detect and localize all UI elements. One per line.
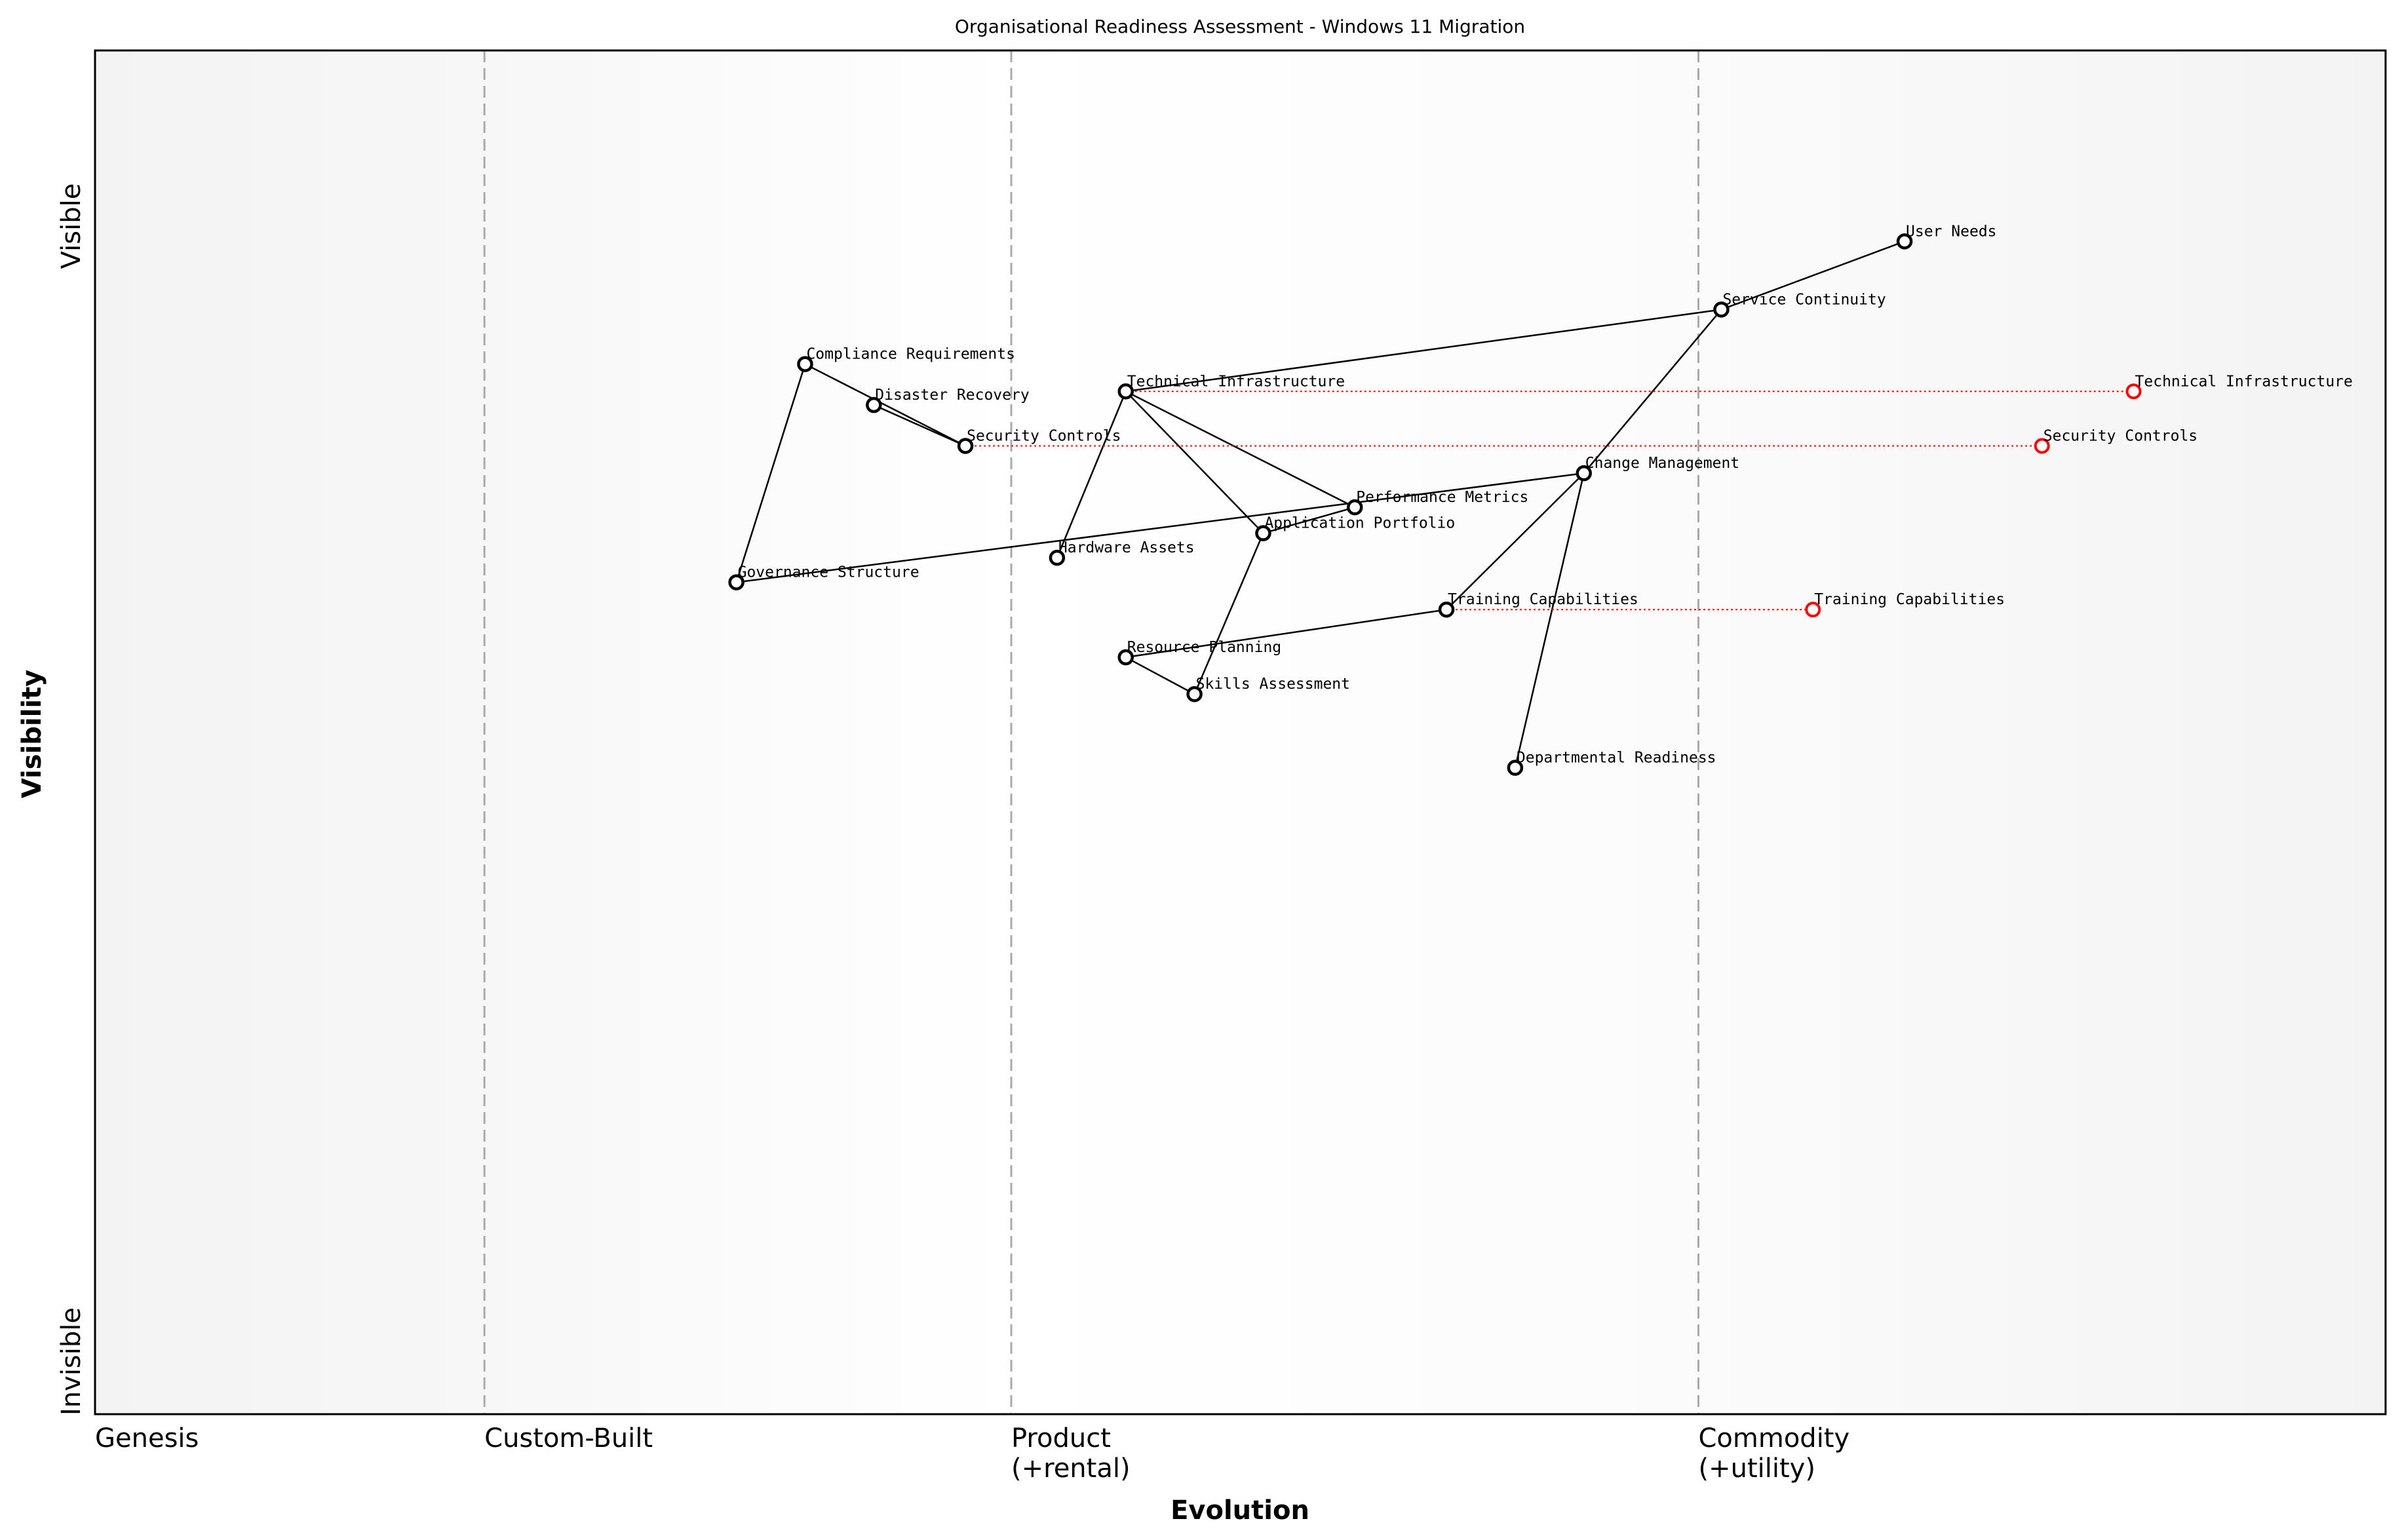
x-stage-label-custom-built: Custom-Built: [484, 1423, 653, 1453]
component-label: Compliance Requirements: [806, 346, 1015, 363]
component-node-marker: [1117, 649, 1134, 666]
link-technical-infrastructure-to-performance-metrics: [1125, 391, 1355, 509]
component-node-marker: [1117, 383, 1134, 400]
component-technical-infrastructure[interactable]: Technical Infrastructure: [1117, 373, 1345, 400]
evolved-component-technical-infrastructure[interactable]: Technical Infrastructure: [2125, 373, 2353, 400]
evolved-component-label: Training Capabilities: [1814, 591, 2005, 608]
link-compliance-requirements-to-security-controls: [804, 363, 966, 447]
component-performance-metrics[interactable]: Performance Metrics: [1347, 489, 1528, 516]
component-service-continuity[interactable]: Service Continuity: [1713, 291, 1886, 318]
component-hardware-assets[interactable]: Hardware Assets: [1049, 539, 1195, 566]
y-top-label: Visible: [56, 183, 87, 269]
component-label: Disaster Recovery: [875, 387, 1029, 404]
x-axis-title: Evolution: [1171, 1495, 1309, 1526]
component-label: Governance Structure: [738, 564, 919, 581]
x-stage-label-genesis: Genesis: [95, 1423, 199, 1453]
link-training-capabilities-to-resource-planning: [1125, 608, 1447, 659]
x-stage-label-product: Product (+rental): [1011, 1423, 1131, 1484]
component-label: Security Controls: [967, 427, 1121, 444]
link-resource-planning-to-skills-assessment: [1125, 656, 1195, 695]
component-node-marker: [1049, 549, 1066, 566]
component-label: Training Capabilities: [1448, 591, 1638, 608]
component-change-management[interactable]: Change Management: [1576, 455, 1739, 482]
component-node-marker: [1186, 685, 1203, 703]
plot-frame: [94, 49, 2387, 1415]
link-compliance-requirements-to-governance-structure: [735, 364, 806, 583]
component-node-marker: [1576, 465, 1592, 482]
link-skills-assessment-to-application-portfolio: [1193, 533, 1264, 695]
chart-title: Organisational Readiness Assessment - Wi…: [955, 16, 1525, 37]
component-skills-assessment[interactable]: Skills Assessment: [1186, 676, 1350, 703]
component-user-needs[interactable]: User Needs: [1896, 223, 1997, 250]
component-label: Technical Infrastructure: [1127, 373, 1345, 390]
link-user-needs-to-service-continuity: [1721, 241, 1905, 311]
evolved-node-marker: [2125, 383, 2142, 400]
component-label: Performance Metrics: [1356, 489, 1528, 506]
component-node-marker: [1438, 601, 1455, 618]
evolved-component-label: Security Controls: [2043, 427, 2197, 444]
link-change-management-to-departmental-readiness: [1514, 472, 1585, 768]
component-node-marker: [1507, 760, 1524, 776]
component-disaster-recovery[interactable]: Disaster Recovery: [866, 387, 1030, 414]
plot-background: [95, 50, 2386, 1414]
component-node-marker: [1713, 301, 1730, 318]
component-node-marker: [957, 438, 974, 454]
component-label: User Needs: [1906, 223, 1996, 240]
component-security-controls[interactable]: Security Controls: [957, 427, 1121, 454]
link-governance-structure-to-change-management: [736, 472, 1584, 583]
component-label: Departmental Readiness: [1517, 750, 1716, 767]
link-change-management-to-training-capabilities: [1446, 472, 1585, 611]
component-compliance-requirements[interactable]: Compliance Requirements: [797, 346, 1015, 372]
link-service-continuity-to-technical-infrastructure: [1125, 309, 1722, 393]
component-label: Change Management: [1585, 455, 1739, 472]
link-disaster-recovery-to-security-controls: [873, 404, 966, 447]
x-stage-label-commodity: Commodity (+utility): [1699, 1423, 1850, 1484]
component-node-marker: [866, 396, 882, 414]
component-label: Hardware Assets: [1058, 539, 1195, 556]
component-node-marker: [1255, 525, 1271, 541]
component-label: Skills Assessment: [1196, 676, 1350, 693]
component-node-marker: [728, 574, 745, 590]
component-departmental-readiness[interactable]: Departmental Readiness: [1507, 750, 1716, 776]
component-training-capabilities[interactable]: Training Capabilities: [1438, 591, 1638, 618]
component-node-marker: [1896, 233, 1913, 250]
evolved-component-training-capabilities[interactable]: Training Capabilities: [1805, 591, 2005, 618]
link-application-portfolio-to-performance-metrics: [1263, 506, 1355, 534]
component-label: Application Portfolio: [1264, 515, 1455, 532]
evolved-component-security-controls[interactable]: Security Controls: [2034, 427, 2197, 454]
component-label: Service Continuity: [1722, 291, 1886, 308]
link-technical-infrastructure-to-hardware-assets: [1056, 391, 1127, 558]
component-application-portfolio[interactable]: Application Portfolio: [1255, 515, 1455, 541]
y-bottom-label: Invisible: [56, 1307, 87, 1415]
component-label: Resource Planning: [1127, 639, 1281, 656]
link-technical-infrastructure-to-application-portfolio: [1125, 391, 1264, 534]
evolved-component-label: Technical Infrastructure: [2135, 373, 2353, 390]
evolved-node-marker: [2034, 438, 2050, 454]
y-axis-title: Visibility: [17, 670, 47, 798]
evolved-node-marker: [1805, 602, 1821, 618]
link-service-continuity-to-change-management: [1583, 309, 1722, 474]
component-resource-planning[interactable]: Resource Planning: [1117, 639, 1281, 666]
component-node-marker: [797, 356, 813, 372]
component-governance-structure[interactable]: Governance Structure: [728, 564, 919, 590]
component-node-marker: [1347, 499, 1363, 516]
